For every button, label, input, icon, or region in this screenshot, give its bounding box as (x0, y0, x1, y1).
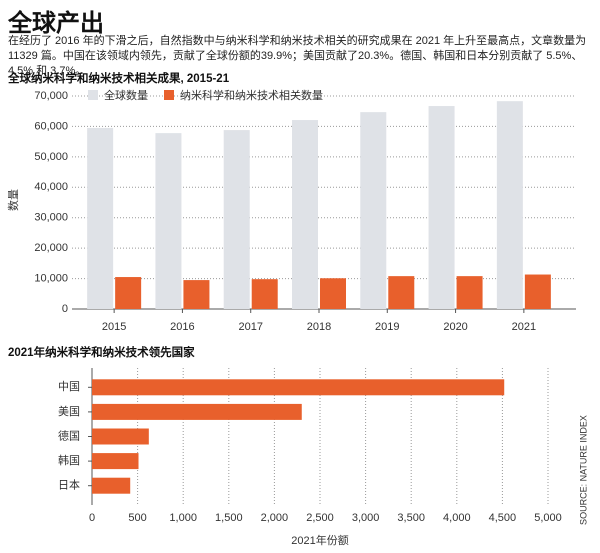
x-tick-label: 1,500 (215, 512, 243, 524)
x-tick-label: 2,500 (306, 512, 334, 524)
x-tick-label: 2018 (307, 321, 331, 333)
y-tick-label: 美国 (58, 405, 80, 418)
y-tick-label: 韩国 (58, 453, 80, 467)
legend-label: 全球数量 (104, 88, 148, 102)
y-tick-label: 50,000 (34, 151, 68, 163)
y-tick-label: 德国 (58, 428, 80, 442)
x-tick-label: 0 (89, 512, 95, 524)
x-tick-label: 4,000 (443, 512, 471, 524)
x-tick-label: 3,500 (397, 512, 425, 524)
x-tick-label: 2020 (443, 321, 467, 333)
legend-swatch (164, 90, 174, 100)
x-tick-label: 3,000 (352, 512, 380, 524)
x-tick-label: 500 (128, 512, 146, 524)
legend-swatch (88, 90, 98, 100)
y-tick-label: 70,000 (34, 90, 68, 102)
x-tick-label: 4,500 (489, 512, 517, 524)
bar (320, 278, 346, 309)
source: SOURCE: NATURE INDEX (578, 415, 588, 525)
x-axis-label: 2021年份额 (291, 533, 348, 547)
x-tick-label: 2016 (170, 321, 194, 333)
chart-title: 2021年纳米科学和纳米技术领先国家 (8, 345, 195, 359)
chart-title: 全球纳米科学和纳米技术相关成果, 2015-21 (7, 71, 230, 85)
y-tick-label: 0 (62, 303, 68, 315)
bar (524, 274, 551, 309)
bar (92, 403, 302, 420)
bar (92, 477, 131, 494)
y-tick-label: 20,000 (34, 242, 68, 254)
y-tick-label: 中国 (58, 380, 80, 393)
bar (292, 120, 318, 309)
legend-label: 纳米科学和纳米技术相关数量 (180, 88, 323, 102)
bar (183, 280, 210, 309)
x-tick-label: 2,000 (261, 512, 289, 524)
bar (155, 133, 182, 309)
bar (92, 428, 149, 445)
bar (428, 106, 455, 309)
bar (92, 379, 505, 396)
x-tick-label: 2021 (512, 321, 536, 333)
bar (115, 277, 142, 309)
x-tick-label: 5,000 (534, 512, 562, 524)
bar (496, 101, 523, 310)
bar (360, 112, 387, 310)
bar (388, 276, 415, 309)
bar (223, 130, 250, 309)
bar (92, 453, 139, 470)
x-tick-label: 2019 (375, 321, 399, 333)
bar (251, 279, 278, 309)
page-subtitle: 在经历了 2016 年的下滑之后，自然指数中与纳米科学和纳米技术相关的研究成果在… (8, 35, 587, 77)
y-tick-label: 30,000 (34, 212, 68, 224)
y-tick-label: 10,000 (34, 272, 68, 284)
page-title: 全球产出 (8, 10, 104, 37)
y-tick-label: 40,000 (34, 181, 68, 193)
bar (456, 276, 483, 309)
x-tick-label: 2017 (238, 321, 262, 333)
y-tick-label: 60,000 (34, 120, 68, 132)
x-tick-label: 1,000 (169, 512, 197, 524)
y-axis-label: 数量 (7, 189, 20, 211)
y-tick-label: 日本 (58, 478, 80, 492)
bar (87, 127, 114, 309)
x-tick-label: 2015 (102, 321, 126, 333)
